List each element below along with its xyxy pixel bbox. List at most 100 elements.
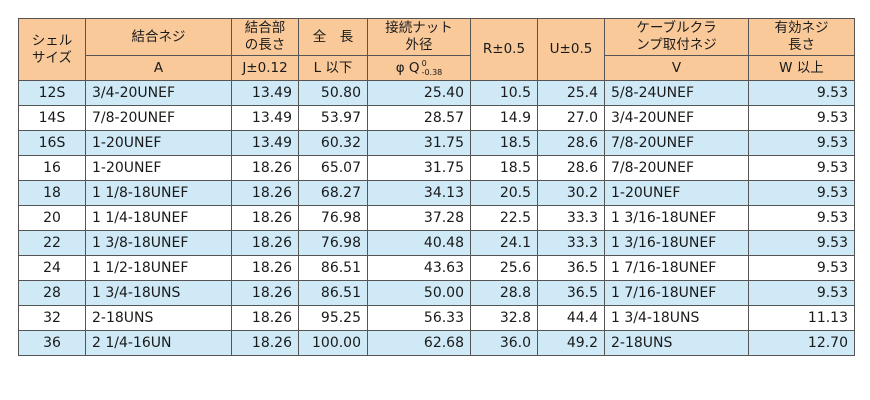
cell-coupling-length: 18.26: [231, 280, 299, 306]
cell-u: 25.4: [537, 80, 605, 106]
cell-coupling-length: 18.26: [231, 230, 299, 256]
cell-coupling-thread: 1 1/2-18UNEF: [85, 255, 232, 281]
cell-effective-length: 9.53: [748, 280, 855, 306]
cell-nut-diameter: 25.40: [367, 80, 471, 106]
cell-u: 33.3: [537, 230, 605, 256]
cell-total-length: 65.07: [298, 155, 368, 181]
cell-r: 10.5: [470, 80, 538, 106]
header-sub-q-lower: -0.38: [421, 68, 443, 77]
cell-total-length: 76.98: [298, 205, 368, 231]
cell-cable-clamp-thread: 2-18UNS: [604, 330, 749, 356]
cell-shell-size: 20: [18, 205, 86, 231]
cell-shell-size: 16: [18, 155, 86, 181]
table-row: 22 1 3/8-18UNEF 18.26 76.98 40.48 24.1 33.3 1 3…: [18, 230, 855, 256]
cell-coupling-length: 18.26: [231, 255, 299, 281]
cell-nut-diameter: 62.68: [367, 330, 471, 356]
cell-shell-size: 16S: [18, 130, 86, 156]
cell-cable-clamp-thread: 1 3/16-18UNEF: [604, 230, 749, 256]
cell-r: 32.8: [470, 305, 538, 331]
cell-cable-clamp-thread: 1-20UNEF: [604, 180, 749, 206]
table-body: 12S 3/4-20UNEF 13.49 50.80 25.40 10.5 25.4 5/8-…: [18, 80, 855, 356]
cell-total-length: 68.27: [298, 180, 368, 206]
cell-coupling-thread: 1-20UNEF: [85, 130, 232, 156]
cell-coupling-thread: 2 1/4-16UN: [85, 330, 232, 356]
cell-u: 33.3: [537, 205, 605, 231]
cell-cable-clamp-thread: 1 3/4-18UNS: [604, 305, 749, 331]
cell-shell-size: 14S: [18, 105, 86, 131]
cell-effective-length: 11.13: [748, 305, 855, 331]
table-row: 24 1 1/2-18UNEF 18.26 86.51 43.63 25.6 36.5 1 7…: [18, 255, 855, 281]
cell-coupling-thread: 1 3/8-18UNEF: [85, 230, 232, 256]
table-row: 32 2-18UNS 18.26 95.25 56.33 32.8 44.4 1 3/4-18…: [18, 305, 855, 331]
cell-coupling-length: 13.49: [231, 130, 299, 156]
cell-nut-diameter: 31.75: [367, 130, 471, 156]
header-cable-clamp-thread: ケーブルクラ ンプ取付ネジ: [604, 18, 749, 56]
cell-u: 49.2: [537, 330, 605, 356]
header-coupling-length: 結合部 の長さ: [231, 18, 299, 56]
cell-cable-clamp-thread: 1 7/16-18UNEF: [604, 255, 749, 281]
cell-coupling-thread: 3/4-20UNEF: [85, 80, 232, 106]
cell-effective-length: 9.53: [748, 205, 855, 231]
cell-effective-length: 9.53: [748, 255, 855, 281]
cell-total-length: 100.00: [298, 330, 368, 356]
cell-coupling-length: 18.26: [231, 205, 299, 231]
cell-u: 30.2: [537, 180, 605, 206]
cell-r: 28.8: [470, 280, 538, 306]
cell-coupling-thread: 2-18UNS: [85, 305, 232, 331]
table-row: 18 1 1/8-18UNEF 18.26 68.27 34.13 20.5 30.2 1-2…: [18, 180, 855, 206]
cell-r: 18.5: [470, 130, 538, 156]
cell-coupling-length: 18.26: [231, 330, 299, 356]
header-shell-size: シェル サイズ: [18, 18, 86, 81]
cell-u: 36.5: [537, 280, 605, 306]
cell-effective-length: 9.53: [748, 180, 855, 206]
cell-cable-clamp-thread: 3/4-20UNEF: [604, 105, 749, 131]
cell-total-length: 86.51: [298, 255, 368, 281]
cell-shell-size: 32: [18, 305, 86, 331]
cell-cable-clamp-thread: 7/8-20UNEF: [604, 130, 749, 156]
cell-nut-diameter: 43.63: [367, 255, 471, 281]
cell-coupling-thread: 1 1/4-18UNEF: [85, 205, 232, 231]
cell-shell-size: 24: [18, 255, 86, 281]
table-row: 36 2 1/4-16UN 18.26 100.00 62.68 36.0 49.2 2-18…: [18, 330, 855, 356]
header-u: U±0.5: [537, 18, 605, 81]
header-nut-diameter: 接続ナット 外径: [367, 18, 471, 56]
header-sub-j: J±0.12: [231, 55, 299, 81]
cell-nut-diameter: 34.13: [367, 180, 471, 206]
header-sub-a: A: [85, 55, 232, 81]
header-sub-q-label: φ Q: [395, 60, 420, 76]
table-header: シェル サイズ 結合ネジ 結合部 の長さ 全 長 接続ナット 外径 R±0.5 …: [18, 18, 855, 81]
table-row: 16S 1-20UNEF 13.49 60.32 31.75 18.5 28.6 7/8-20…: [18, 130, 855, 156]
table-row: 14S 7/8-20UNEF 13.49 53.97 28.57 14.9 27.0 3/4-…: [18, 105, 855, 131]
cell-r: 24.1: [470, 230, 538, 256]
cell-coupling-length: 18.26: [231, 180, 299, 206]
header-sub-q: φ Q 0 -0.38: [367, 55, 471, 81]
cell-u: 36.5: [537, 255, 605, 281]
cell-coupling-thread: 1 3/4-18UNS: [85, 280, 232, 306]
cell-total-length: 95.25: [298, 305, 368, 331]
cell-total-length: 50.80: [298, 80, 368, 106]
cell-effective-length: 9.53: [748, 80, 855, 106]
cell-effective-length: 12.70: [748, 330, 855, 356]
header-sub-l: L 以下: [298, 55, 368, 81]
cell-nut-diameter: 31.75: [367, 155, 471, 181]
cell-u: 28.6: [537, 130, 605, 156]
table-row: 16 1-20UNEF 18.26 65.07 31.75 18.5 28.6 7/8-20U…: [18, 155, 855, 181]
cell-r: 36.0: [470, 330, 538, 356]
cell-nut-diameter: 40.48: [367, 230, 471, 256]
cell-nut-diameter: 50.00: [367, 280, 471, 306]
cell-total-length: 60.32: [298, 130, 368, 156]
cell-cable-clamp-thread: 1 3/16-18UNEF: [604, 205, 749, 231]
cell-coupling-length: 18.26: [231, 305, 299, 331]
cell-cable-clamp-thread: 5/8-24UNEF: [604, 80, 749, 106]
table-row: 28 1 3/4-18UNS 18.26 86.51 50.00 28.8 36.5 1 7/…: [18, 280, 855, 306]
cell-shell-size: 22: [18, 230, 86, 256]
cell-nut-diameter: 56.33: [367, 305, 471, 331]
cell-u: 27.0: [537, 105, 605, 131]
cell-r: 18.5: [470, 155, 538, 181]
cell-effective-length: 9.53: [748, 230, 855, 256]
cell-u: 44.4: [537, 305, 605, 331]
header-effective-length: 有効ネジ 長さ: [748, 18, 855, 56]
cell-r: 25.6: [470, 255, 538, 281]
table-row: 20 1 1/4-18UNEF 18.26 76.98 37.28 22.5 33.3 1 3…: [18, 205, 855, 231]
header-sub-w: W 以上: [748, 55, 855, 81]
